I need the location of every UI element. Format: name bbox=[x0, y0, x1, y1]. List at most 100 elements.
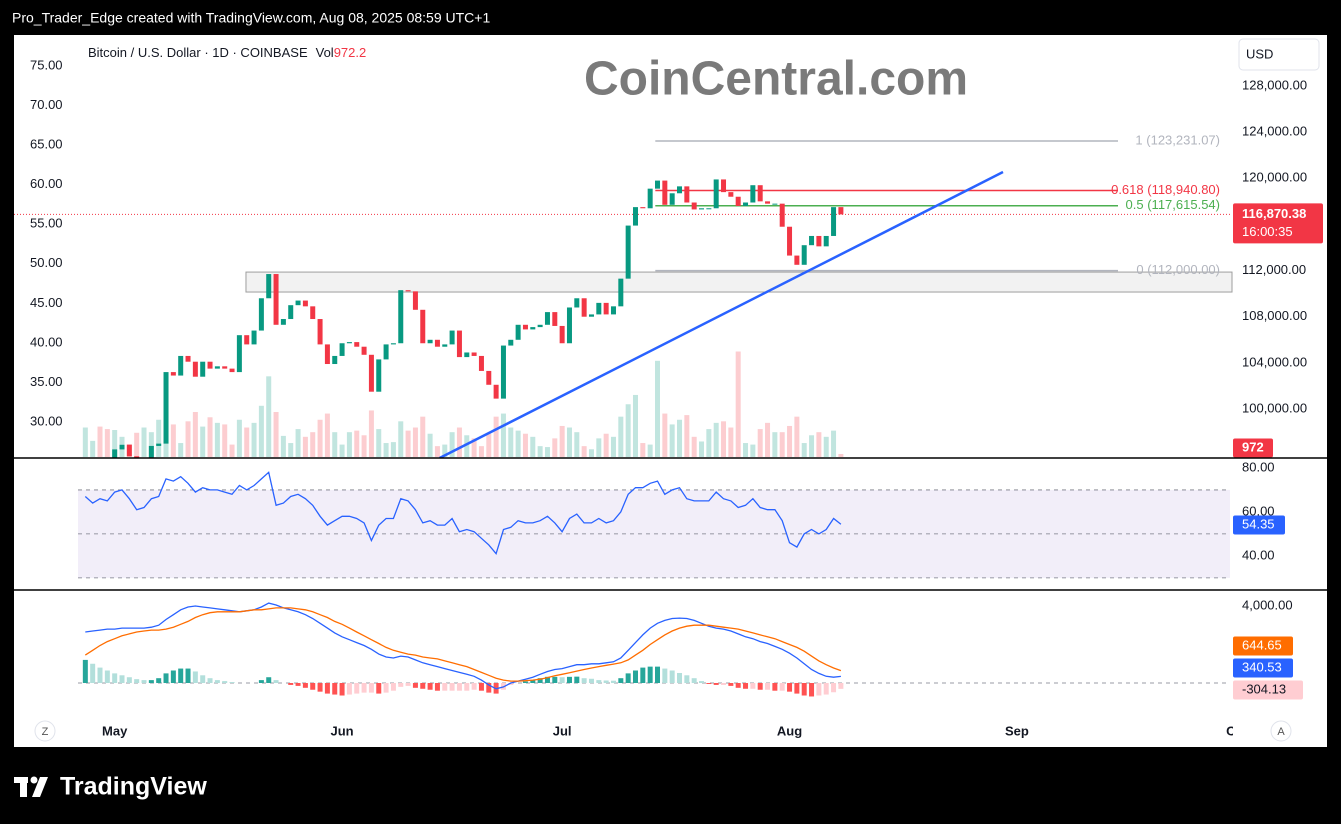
candle bbox=[581, 298, 587, 317]
candle bbox=[757, 185, 763, 202]
y-tick-label: 124,000.00 bbox=[1242, 124, 1307, 139]
candle bbox=[831, 207, 837, 236]
macd-hist bbox=[765, 683, 771, 690]
signal-badge-value: 644.65 bbox=[1242, 637, 1282, 652]
currency[interactable]: USD bbox=[1246, 46, 1273, 61]
logo-icon bbox=[14, 776, 48, 797]
macd-hist bbox=[324, 683, 330, 694]
y-tick-label: 100,000.00 bbox=[1242, 400, 1307, 415]
fib-label: 0.5 (117,615.54) bbox=[1126, 197, 1220, 212]
macd-hist bbox=[713, 683, 719, 685]
volume-bar bbox=[280, 435, 286, 457]
trendline bbox=[439, 170, 1004, 458]
volume-bar bbox=[229, 444, 235, 457]
volume-bar bbox=[478, 446, 484, 457]
logo-part bbox=[20, 777, 27, 797]
macd-hist bbox=[332, 683, 338, 695]
hist-badge-value: -304.13 bbox=[1242, 681, 1286, 696]
macd-hist bbox=[390, 683, 396, 691]
macd-hist bbox=[743, 683, 749, 689]
left-tick-label: 55.00 bbox=[30, 216, 63, 231]
macd-hist bbox=[588, 678, 594, 684]
legend-vol-value: 972.2 bbox=[334, 45, 367, 60]
volume-bar bbox=[552, 438, 558, 457]
candle bbox=[456, 330, 462, 358]
candle bbox=[588, 314, 594, 317]
rsi-tick-label: 60.00 bbox=[1242, 503, 1275, 518]
volume-bar bbox=[368, 410, 374, 457]
volume-bar bbox=[706, 429, 712, 457]
candle bbox=[310, 306, 316, 320]
y-tick-label: 128,000.00 bbox=[1242, 77, 1307, 92]
candle bbox=[332, 355, 338, 365]
macd-hist bbox=[640, 667, 646, 684]
left-tick-label: 30.00 bbox=[30, 413, 63, 428]
volume-bar bbox=[310, 432, 316, 457]
candle bbox=[493, 384, 499, 399]
macd-hist bbox=[427, 683, 433, 690]
candle bbox=[339, 343, 345, 356]
macd-hist bbox=[794, 683, 800, 694]
left-tick-label: 70.00 bbox=[30, 97, 63, 112]
macd-hist bbox=[456, 683, 462, 691]
volume-bar bbox=[787, 425, 793, 457]
volume-bar bbox=[750, 444, 756, 457]
candle bbox=[170, 372, 176, 376]
overlay: CoinCentral.com Bitcoin / U.S. Dollar · … bbox=[14, 38, 1327, 801]
candle bbox=[288, 305, 294, 320]
candle bbox=[765, 201, 771, 204]
volume-bar bbox=[192, 412, 198, 457]
auto-label[interactable]: A bbox=[1277, 726, 1285, 738]
volume-bar bbox=[434, 446, 440, 457]
price-pane: 1 (123,231.07) 0.618 (118,940.80)0.5 (117… bbox=[14, 57, 1233, 458]
macd-hist bbox=[721, 683, 727, 685]
macd-hist bbox=[207, 678, 213, 684]
macd-hist bbox=[317, 683, 323, 692]
volume-bar bbox=[691, 436, 697, 457]
volume-bar bbox=[112, 430, 118, 457]
macd-hist bbox=[119, 675, 125, 684]
macd-hist bbox=[699, 681, 705, 684]
volume-bar bbox=[640, 443, 646, 457]
candle bbox=[156, 443, 162, 446]
candle bbox=[559, 325, 565, 344]
volume-bar bbox=[361, 435, 367, 457]
volume-bar bbox=[178, 443, 184, 457]
rsi-badge-bg bbox=[1233, 515, 1285, 535]
volume-bar bbox=[317, 419, 323, 457]
candle bbox=[405, 290, 411, 292]
volume-bar bbox=[699, 441, 705, 457]
candle bbox=[390, 343, 396, 345]
volume-bar bbox=[566, 427, 572, 457]
macd-hist bbox=[809, 683, 815, 697]
macd-hist bbox=[574, 676, 580, 684]
macd-hist bbox=[610, 680, 616, 684]
volume-bar bbox=[603, 433, 609, 457]
auto-button[interactable] bbox=[1270, 720, 1292, 742]
volume-bar bbox=[735, 351, 741, 457]
candle bbox=[244, 335, 250, 345]
left-tick-label: 35.00 bbox=[30, 374, 63, 389]
x-tick-label: Aug bbox=[777, 723, 802, 738]
volume-bar bbox=[801, 443, 807, 457]
candle bbox=[610, 306, 616, 315]
zoom-button[interactable] bbox=[34, 720, 56, 742]
volume-bar bbox=[185, 421, 191, 457]
zoom-label[interactable]: Z bbox=[42, 726, 49, 738]
macd-hist bbox=[486, 683, 492, 693]
candle bbox=[809, 235, 815, 246]
volume-bar bbox=[200, 426, 206, 457]
candle bbox=[449, 330, 455, 345]
macd-hist bbox=[647, 666, 653, 684]
volume-bar bbox=[655, 360, 660, 457]
macd-hist bbox=[706, 683, 712, 684]
macd-hist bbox=[82, 659, 88, 684]
volume-bar bbox=[471, 438, 477, 457]
candle bbox=[823, 235, 829, 247]
macd-hist bbox=[434, 683, 440, 691]
currency-button[interactable] bbox=[1238, 38, 1320, 71]
volume-bar bbox=[302, 436, 308, 457]
macd-hist bbox=[728, 683, 734, 686]
volume-bar bbox=[831, 430, 837, 457]
